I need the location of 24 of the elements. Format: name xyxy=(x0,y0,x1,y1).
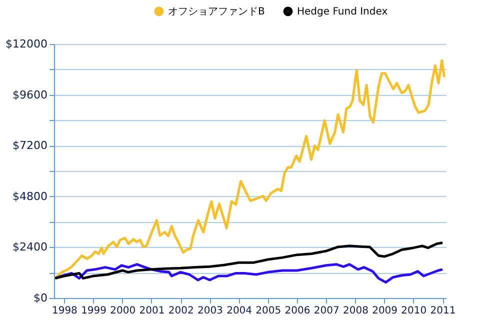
y-tick-label: $0 xyxy=(34,292,48,304)
x-tick-label: 1999 xyxy=(81,306,107,316)
x-tick-label: 2000 xyxy=(110,306,136,316)
x-tick-label: 2001 xyxy=(139,306,165,316)
x-tick-label: 2006 xyxy=(284,306,310,316)
line-series xyxy=(54,242,444,280)
y-tick-label: $2400 xyxy=(12,240,48,254)
x-tick-label: 2007 xyxy=(314,306,340,316)
y-tick-label: $4800 xyxy=(12,190,48,203)
x-tick-label: 2004 xyxy=(226,306,252,316)
x-tick-label: 2003 xyxy=(197,306,223,316)
y-tick-label: $12000 xyxy=(6,38,48,50)
y-tick-label: $7200 xyxy=(12,139,48,152)
x-tick-label: 2005 xyxy=(256,306,282,316)
x-tick-label: 2009 xyxy=(372,306,398,316)
x-tick-label: 1998 xyxy=(52,306,78,316)
line-series xyxy=(54,59,446,280)
x-tick-label: 2002 xyxy=(168,306,194,316)
x-tick-label: 2010 xyxy=(401,306,427,316)
y-tick-label: $9600 xyxy=(12,88,48,102)
legend-label: オフショアファンドB xyxy=(168,6,265,18)
x-tick-label: 2011 xyxy=(430,306,456,316)
legend-label: Hedge Fund Index xyxy=(297,6,388,18)
x-tick-label: 2008 xyxy=(342,306,368,316)
